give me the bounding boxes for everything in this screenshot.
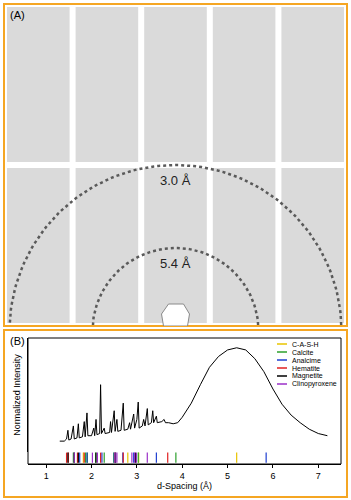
svg-text:C-A-S-H: C-A-S-H — [292, 341, 318, 348]
svg-text:2: 2 — [89, 471, 94, 481]
svg-text:5.4 Å: 5.4 Å — [160, 256, 191, 271]
svg-text:3.0 Å: 3.0 Å — [160, 173, 191, 188]
svg-text:d-Spacing (Å): d-Spacing (Å) — [157, 481, 212, 491]
svg-text:(A): (A) — [10, 9, 25, 21]
svg-text:Calcite: Calcite — [292, 349, 314, 356]
svg-text:6: 6 — [270, 471, 275, 481]
svg-text:Clinopyroxene: Clinopyroxene — [292, 380, 337, 388]
svg-text:3: 3 — [134, 471, 139, 481]
svg-text:1: 1 — [44, 471, 49, 481]
svg-text:5: 5 — [225, 471, 230, 481]
svg-text:Hematite: Hematite — [292, 365, 320, 372]
svg-text:4: 4 — [180, 471, 185, 481]
svg-text:(B): (B) — [10, 335, 25, 347]
svg-text:Magnetite: Magnetite — [292, 372, 323, 380]
svg-text:Analcime: Analcime — [292, 357, 321, 364]
svg-text:7: 7 — [316, 471, 321, 481]
svg-text:Normalized Intensity: Normalized Intensity — [12, 354, 22, 436]
